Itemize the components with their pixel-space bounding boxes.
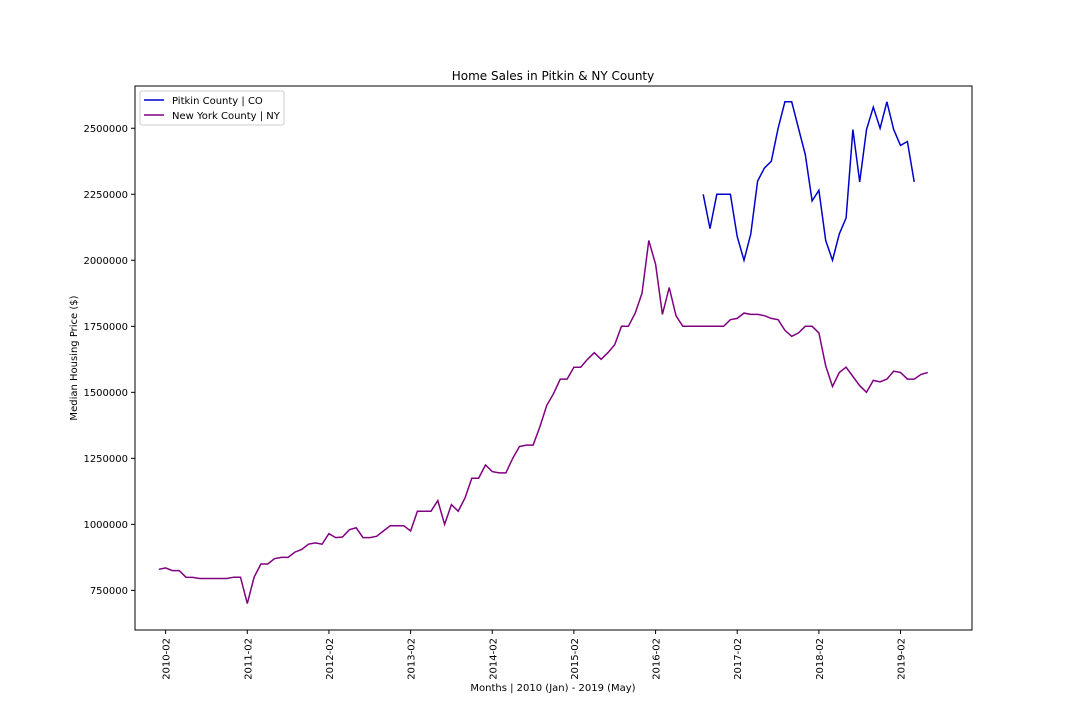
y-axis: 750000 1000000 1250000 1500000 1750000 200000… (83, 124, 135, 597)
x-tick-label: 2017-02 (733, 638, 744, 680)
y-tick-label: 1250000 (83, 454, 128, 465)
x-tick-label: 2014-02 (488, 638, 499, 680)
series-line-new-york (158, 240, 929, 604)
y-tick-label: 1750000 (83, 322, 128, 333)
chart-title: Home Sales in Pitkin & NY County (452, 69, 655, 83)
plot-area (135, 86, 972, 630)
legend-box (139, 90, 285, 126)
x-tick-label: 2018-02 (815, 638, 826, 680)
x-tick-label: 2019-02 (897, 638, 908, 680)
y-tick-label: 750000 (90, 586, 128, 597)
x-tick-label: 2013-02 (407, 638, 418, 680)
x-tick-label: 2012-02 (325, 638, 336, 680)
legend: Pitkin County | CO New York County | NY (139, 90, 285, 126)
x-tick-label: 2015-02 (570, 638, 581, 680)
x-axis: 2010-02 2011-02 2012-02 2013-02 2014-02 2015-… (162, 630, 908, 680)
plot-frame (134, 85, 973, 631)
x-tick-label: 2011-02 (243, 638, 254, 680)
x-tick-label: 2010-02 (162, 638, 173, 680)
legend-label-pitkin: Pitkin County | CO (172, 96, 263, 107)
y-tick-label: 2000000 (83, 256, 128, 267)
y-tick-label: 2500000 (83, 124, 128, 135)
series-line-pitkin (702, 101, 915, 264)
legend-label-new-york: New York County | NY (172, 111, 281, 122)
x-tick-label: 2016-02 (652, 638, 663, 680)
x-axis-title: Months | 2010 (Jan) - 2019 (May) (470, 683, 635, 694)
y-axis-title: Median Housing Price ($) (69, 295, 80, 420)
series-layer (158, 101, 929, 604)
y-tick-label: 1500000 (83, 388, 128, 399)
y-tick-label: 1000000 (83, 520, 128, 531)
y-tick-label: 2250000 (83, 190, 128, 201)
